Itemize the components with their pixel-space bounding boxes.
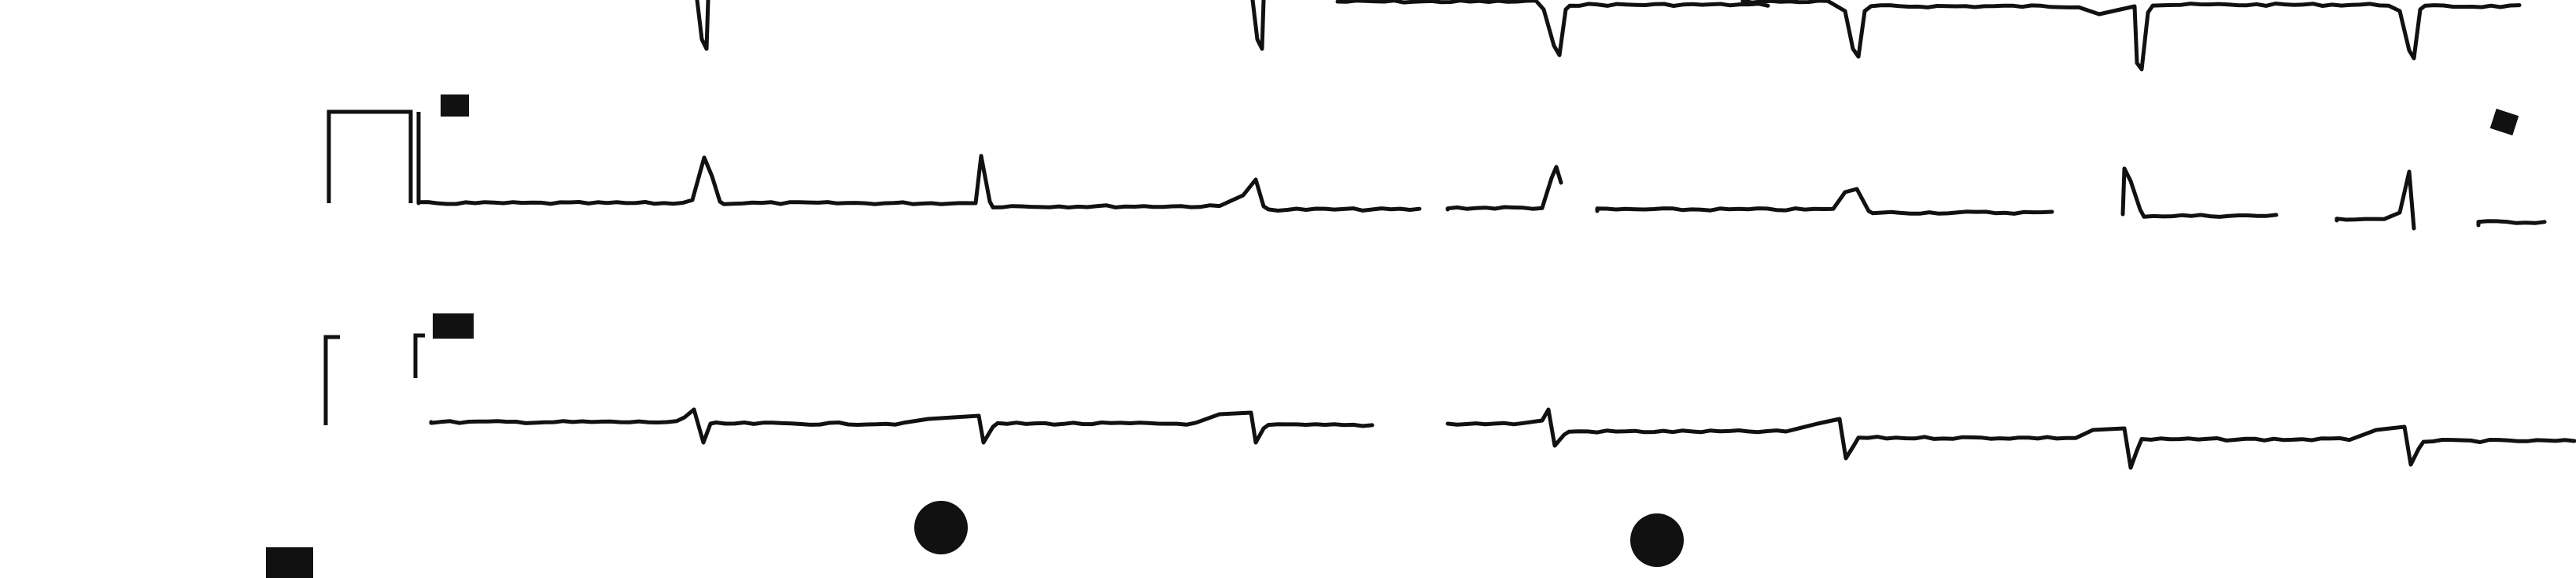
qrs-top-2 [1250,0,1266,51]
calibration-pulse [327,109,413,203]
trace-middle-b [1445,165,1563,212]
ecg-row-bottom [323,313,2576,470]
lead-label-mark-bottom [433,313,474,339]
ecg-marks [266,501,1684,578]
trace-bottom-b [1445,407,2576,470]
round-dot-2 [1630,513,1684,567]
qrs-top-1 [695,0,710,51]
trace-middle-a [416,154,1422,213]
calibration-tail [323,335,340,425]
trace-bottom-a [429,407,1375,445]
trace-middle-f [2476,219,2547,228]
corner-blob [2489,109,2519,135]
ecg-row-middle [327,94,2547,231]
calibration-edge-bottom [413,333,425,378]
ecg-row-top [695,0,2522,72]
trace-top [1335,0,2522,72]
lead-label-mark [441,94,469,117]
trace-middle-c [1595,187,2054,216]
trace-middle-e [2334,169,2416,231]
trace-middle-d [2120,166,2279,219]
round-dot-1 [914,501,968,554]
square-mark [266,547,313,578]
